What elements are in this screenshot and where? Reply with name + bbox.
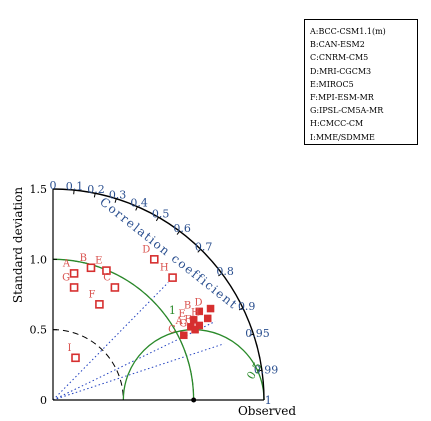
correlation-tick-8 xyxy=(218,272,223,277)
point-label-1-b: B xyxy=(184,300,191,311)
observed-point xyxy=(191,397,197,403)
point-0-e xyxy=(102,266,111,275)
std-tick-label-0: 0 xyxy=(40,394,47,407)
correlation-ray-0 xyxy=(52,282,169,401)
correlation-tick-label-9: 0.9 xyxy=(238,300,256,313)
point-label-1-e: E xyxy=(178,309,185,320)
correlation-tick-2 xyxy=(93,193,96,198)
point-label-1-a: A xyxy=(175,316,184,327)
correlation-tick-7 xyxy=(197,248,202,253)
point-1-b xyxy=(195,307,204,316)
point-label-0-i: I xyxy=(68,343,72,354)
point-label-0-b: B xyxy=(80,253,87,264)
point-1-g xyxy=(191,325,199,334)
std-arc-label: 1 xyxy=(169,304,176,317)
grid-layer xyxy=(52,258,265,401)
point-label-0-g: G xyxy=(62,272,70,283)
legend-entry-g: G:IPSL-CM5A-MR xyxy=(310,106,384,116)
correlation-tick-9 xyxy=(238,307,244,311)
correlation-tick-label-3: 0.3 xyxy=(109,189,127,202)
point-0-d xyxy=(149,255,159,264)
legend-entry-h: H:CMCC-CM xyxy=(310,119,364,129)
correlation-tick-label-7: 0.7 xyxy=(195,240,213,253)
std-reference-arc xyxy=(52,258,195,401)
correlation-tick-10 xyxy=(249,333,254,336)
point-0-h xyxy=(168,273,177,282)
point-0-g xyxy=(69,283,79,292)
axes-layer xyxy=(52,188,265,403)
outer-arc xyxy=(52,188,265,401)
std-tick-label-3: 1.5 xyxy=(30,183,48,196)
std-dashed-arc-0 xyxy=(52,329,124,401)
point-label-0-h: H xyxy=(160,263,169,274)
legend-entry-i: I:MME/SDMME xyxy=(310,132,375,142)
legend-entry-b: B:CAN-ESM2 xyxy=(310,40,365,50)
correlation-tick-label-2: 0.2 xyxy=(87,183,105,196)
legend-entry-a: A:BCC-CSM1.1(m) xyxy=(310,27,386,36)
correlation-tick-label-12: 1 xyxy=(265,394,272,407)
legend-entry-e: E:MIROC5 xyxy=(310,79,354,89)
point-0-i xyxy=(71,353,80,363)
correlation-tick-label-1: 0.1 xyxy=(66,180,84,193)
point-label-1-d: D xyxy=(195,298,203,309)
point-1-f xyxy=(195,321,204,330)
correlation-tick-4 xyxy=(135,206,138,211)
point-1-h xyxy=(203,314,212,323)
point-label-1-h: H xyxy=(191,307,200,318)
point-label-1-c: C xyxy=(168,324,176,335)
correlation-tick-label-11: 0.99 xyxy=(254,364,279,377)
point-label-0-e: E xyxy=(95,256,102,267)
legend-entry-d: D:MRI-CGCM3 xyxy=(310,66,372,76)
correlation-tick-label-0: 0 xyxy=(50,179,57,192)
point-label-1-f: F xyxy=(184,314,191,325)
y-axis-label: Standard deviation xyxy=(11,187,25,303)
point-1-c xyxy=(180,331,188,340)
correlation-tick-label-5: 0.5 xyxy=(152,208,170,221)
correlation-tick-6 xyxy=(176,230,181,235)
legend: A:BCC-CSM1.1(m) B:CAN-ESM2 C:CNRM-CM5 D:… xyxy=(304,19,418,145)
point-1-d xyxy=(206,304,215,313)
x-axis-label: Observed xyxy=(238,404,296,418)
tick-labels-layer: 00.51.01.5 0 0.1 0.2 0.30.40.50.60.70.80.90.… xyxy=(30,179,279,407)
point-0-c xyxy=(110,283,120,292)
std-tick-label-2: 1.0 xyxy=(30,253,48,266)
correlation-ray-2 xyxy=(52,343,225,401)
point-label-0-f: F xyxy=(88,289,95,300)
correlation-tick-label-6: 0.6 xyxy=(173,222,191,235)
point-label-0-c: C xyxy=(103,272,111,283)
legend-entry-c: C:CNRM-CM5 xyxy=(310,53,369,63)
point-label-0-a: A xyxy=(62,258,71,269)
correlation-tick-label-4: 0.4 xyxy=(130,197,148,210)
point-0-a xyxy=(69,269,79,278)
correlation-tick-label-8: 0.8 xyxy=(216,265,234,278)
correlation-tick-5 xyxy=(155,217,159,222)
std-tick-label-1: 0.5 xyxy=(30,324,48,337)
correlation-tick-3 xyxy=(114,198,117,203)
correlation-tick-label-10: 0.95 xyxy=(245,327,270,340)
point-0-f xyxy=(95,300,104,309)
correlation-tick-11 xyxy=(257,369,262,372)
point-0-b xyxy=(86,263,96,273)
legend-entry-f: F:MPI-ESM-MR xyxy=(310,93,374,103)
point-label-0-d: D xyxy=(142,244,150,255)
point-label-1-g: G xyxy=(179,319,187,330)
